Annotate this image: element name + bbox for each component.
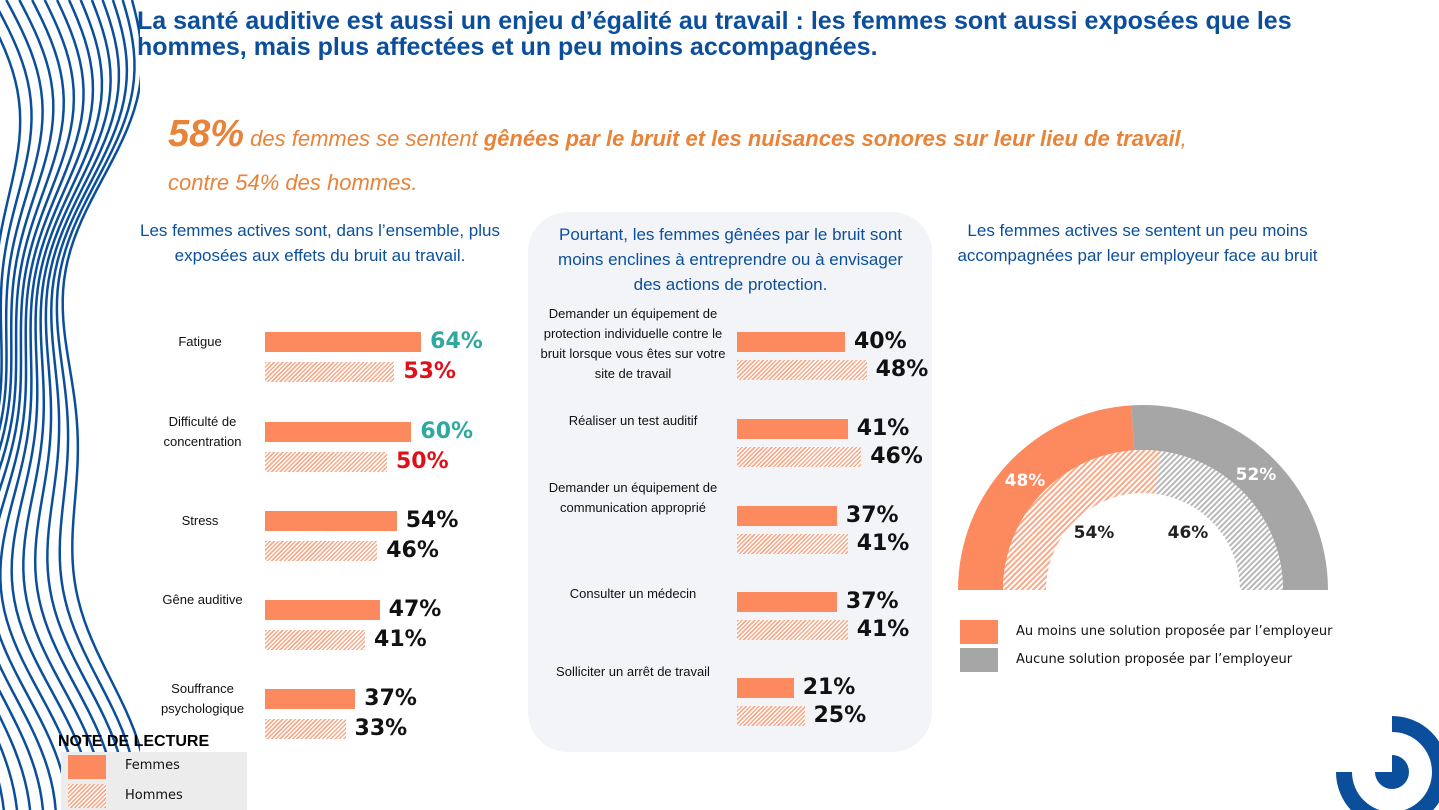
value-femmes: 47%: [388, 597, 442, 622]
note-swatch-hommes: [68, 784, 106, 808]
wave-line: [10, 0, 104, 810]
bar-hommes: [265, 541, 378, 561]
bar-femmes: [265, 600, 380, 620]
wave-line: [0, 0, 76, 810]
category-label: Réaliser un test auditif: [568, 413, 698, 428]
value-hommes: 46%: [386, 538, 439, 563]
value-femmes: 37%: [364, 686, 417, 711]
legend-swatch-aucune: [960, 648, 998, 672]
donut-femmes-solution: [958, 405, 1135, 590]
wave-line: [61, 0, 140, 754]
category-label: Demander un équipement de protection ind…: [540, 306, 726, 381]
value-femmes: 64%: [430, 329, 483, 354]
wave-line: [33, 0, 121, 810]
bar-hommes: [737, 447, 862, 467]
bar-hommes: [265, 719, 346, 739]
value-hommes: 25%: [813, 703, 867, 728]
legend-solution: Au moins une solution proposée par l’emp…: [1016, 624, 1333, 639]
value-femmes: 60%: [420, 419, 474, 444]
category-label: Difficulté de concentration: [163, 414, 242, 449]
category-label: Fatigue: [178, 334, 222, 349]
wave-line: [0, 10, 33, 810]
headline-line2: contre 54% des hommes.: [168, 170, 418, 195]
wave-line: [0, 0, 44, 810]
donut-femmes-aucune: [1131, 405, 1328, 590]
middle-panel: [528, 212, 932, 752]
bar-femmes: [265, 332, 422, 352]
bar-hommes: [737, 534, 848, 554]
donut-label: 46%: [1168, 523, 1209, 543]
donut-label: 48%: [1005, 471, 1046, 491]
bar-femmes: [737, 419, 848, 439]
value-femmes: 37%: [845, 589, 899, 614]
note-femmes: Femmes: [125, 758, 180, 773]
donut-hommes-aucune: [1155, 451, 1283, 590]
value-hommes: 41%: [374, 627, 427, 652]
value-femmes: 21%: [802, 675, 856, 700]
headline-post: ,: [1180, 126, 1187, 151]
category-label: Demander un équipement de communication …: [548, 480, 718, 515]
bar-femmes: [265, 422, 412, 442]
category-label: Solliciter un arrêt de travail: [556, 664, 710, 679]
bar-hommes: [265, 630, 366, 650]
wave-line: [0, 0, 85, 810]
headline-pre: des femmes se sentent: [244, 126, 484, 151]
value-hommes: 33%: [354, 716, 408, 741]
wave-line: [0, 35, 22, 246]
wave-line: [46, 0, 129, 810]
wave-line: [22, 0, 112, 810]
category-label: Gêne auditive: [162, 592, 243, 607]
bar-femmes: [737, 678, 794, 698]
value-femmes: 37%: [845, 503, 899, 528]
bar-hommes: [737, 620, 848, 640]
value-hommes: 41%: [856, 617, 910, 642]
bar-femmes: [737, 332, 845, 352]
value-femmes: 54%: [405, 508, 459, 533]
value-hommes: 41%: [856, 531, 910, 556]
circle-decoration: [1330, 700, 1439, 810]
category-label: Souffrance psychologique: [160, 681, 245, 716]
donut-label: 54%: [1074, 523, 1115, 543]
category-label: Stress: [181, 513, 219, 528]
wave-line: [55, 0, 137, 810]
bar-femmes: [265, 689, 356, 709]
chart2-title: Pourtant, les femmes gênées par le bruit…: [558, 225, 903, 294]
bar-hommes: [265, 452, 387, 472]
value-hommes: 48%: [875, 357, 929, 382]
note-hommes: Hommes: [125, 788, 183, 803]
wave-line: [0, 0, 65, 810]
bar-hommes: [737, 706, 805, 726]
legend-aucune: Aucune solution proposée par l’employeur: [1016, 652, 1293, 667]
bar-hommes: [737, 360, 867, 380]
headline-stat: 58% des femmes se sentent gênées par le …: [168, 112, 1428, 205]
donut-hommes-solution: [1003, 449, 1161, 590]
chart3-title: Les femmes actives se sentent un peu moi…: [957, 221, 1318, 265]
donut-label: 52%: [1236, 465, 1277, 485]
bar-femmes: [265, 511, 397, 531]
bar-hommes: [265, 362, 395, 382]
bar-femmes: [737, 592, 837, 612]
bar-femmes: [737, 506, 837, 526]
value-hommes: 50%: [396, 449, 449, 474]
note-swatch-femmes: [68, 755, 106, 779]
value-femmes: 40%: [854, 329, 907, 354]
wave-line: [0, 0, 95, 810]
note-title: NOTE DE LECTURE: [58, 733, 210, 750]
wave-line: [0, 0, 55, 810]
donut-chart: 48% 52% 54% 46%: [958, 405, 1328, 590]
value-hommes: 53%: [403, 359, 456, 384]
page-title: La santé auditive est aussi un enjeu d’é…: [137, 7, 1292, 61]
headline-bold: gênées par le bruit et les nuisances son…: [483, 126, 1181, 151]
legend-swatch-solution: [960, 620, 998, 644]
headline-pct: 58%: [168, 113, 245, 155]
wave-decoration: [0, 0, 140, 810]
chart1-title: Les femmes actives sont, dans l’ensemble…: [139, 221, 500, 265]
category-label: Consulter un médecin: [569, 586, 697, 601]
value-hommes: 46%: [870, 444, 923, 469]
value-femmes: 41%: [856, 416, 910, 441]
